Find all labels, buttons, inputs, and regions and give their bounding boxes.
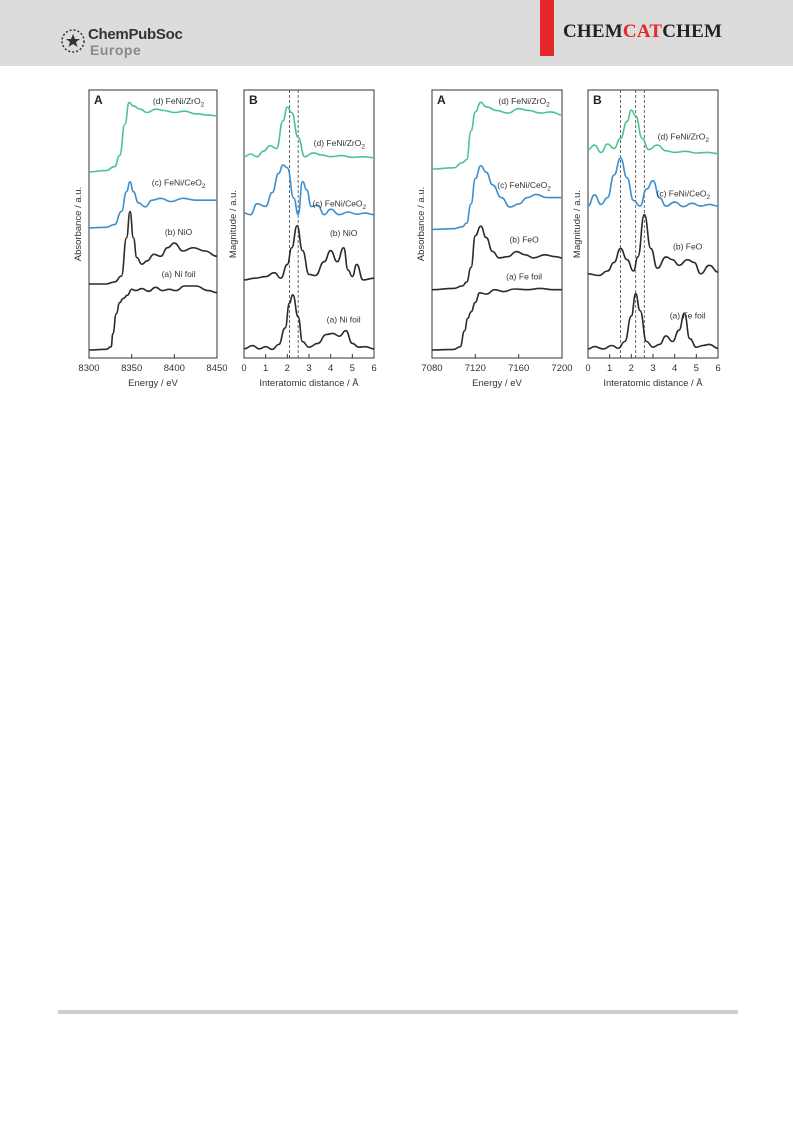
plot-frame — [431, 89, 563, 359]
series-line — [431, 101, 563, 170]
panel-letter: B — [593, 93, 602, 107]
x-tick-label: 5 — [350, 363, 355, 374]
logo-name: ChemPubSoc — [88, 26, 183, 43]
series-line — [431, 225, 563, 291]
panel-letter: A — [437, 93, 446, 107]
series-line — [243, 164, 375, 216]
x-tick-label: 1 — [263, 363, 268, 374]
x-tick-label: 0 — [585, 363, 590, 374]
x-axis-label: Interatomic distance / Å — [603, 378, 703, 389]
x-tick-label: 3 — [306, 363, 311, 374]
x-tick-label: 4 — [328, 363, 333, 374]
series-label: (b) NiO — [330, 228, 358, 238]
series-label: (c) FeNi/CeO2 — [656, 189, 710, 202]
journal-title: CHEMCATCHEM — [563, 21, 722, 43]
journal-mid: CAT — [622, 21, 663, 42]
series-label: (d) FeNi/ZrO2 — [153, 96, 205, 109]
x-tick-label: 1 — [607, 363, 612, 374]
x-axis-label: Interatomic distance / Å — [259, 378, 359, 389]
series-line — [587, 213, 719, 277]
x-tick-label: 7160 — [508, 363, 529, 374]
series-label: (a) Ni foil — [162, 269, 196, 279]
chart-panel-3: A 7080 7120 7160 7200 Energy / eV Absorbance /… — [416, 89, 573, 389]
series-label: (b) FeO — [673, 242, 703, 252]
x-tick-label: 6 — [371, 363, 376, 374]
xas-figure: A 8300 8350 8400 8450 Energy / eV Absorbance /… — [73, 89, 721, 389]
chart-panel-2: B 0 1 2 3 4 5 6 Interatomic distance / Å Magnitud… — [228, 89, 377, 389]
series-line — [587, 109, 719, 155]
x-tick-label: 8350 — [121, 363, 142, 374]
x-tick-label: 2 — [629, 363, 634, 374]
page-header: ChemPubSoc Europe CHEMCATCHEM — [0, 0, 793, 66]
x-tick-label: 8400 — [164, 363, 185, 374]
series-label: (b) FeO — [509, 234, 539, 244]
panel-letter: A — [94, 93, 103, 107]
series-line — [243, 293, 375, 351]
x-tick-label: 0 — [241, 363, 246, 374]
y-axis-label: Magnitude / a.u. — [228, 190, 239, 258]
chart-panel-1: A 8300 8350 8400 8450 Energy / eV Absorbance /… — [73, 89, 228, 389]
series-label: (c) FeNi/CeO2 — [312, 199, 366, 212]
series-label: (c) FeNi/CeO2 — [152, 177, 206, 190]
journal-prefix: CHEM — [563, 21, 623, 42]
y-axis-label: Magnitude / a.u. — [572, 190, 583, 258]
series-line — [243, 106, 375, 159]
series-line — [89, 210, 218, 285]
x-axis-label: Energy / eV — [128, 378, 178, 389]
series-label: (d) FeNi/ZrO2 — [498, 96, 550, 109]
series-label: (a) Fe foil — [506, 272, 542, 282]
plot-frame — [88, 89, 218, 359]
series-label: (c) FeNi/CeO2 — [497, 180, 551, 193]
x-tick-label: 2 — [285, 363, 290, 374]
series-label: (a) Fe foil — [670, 311, 706, 321]
y-axis-label: Absorbance / a.u. — [73, 187, 84, 261]
x-axis-label: Energy / eV — [472, 378, 522, 389]
series-line — [88, 285, 218, 351]
x-tick-label: 8300 — [78, 363, 99, 374]
x-tick-label: 7120 — [465, 363, 486, 374]
x-tick-label: 6 — [715, 363, 720, 374]
chart-panel-4: B 0 1 2 3 4 5 6 Interatomic distance / Å Magnitud… — [572, 89, 721, 389]
y-axis-label: Absorbance / a.u. — [416, 187, 427, 261]
series-line — [88, 101, 218, 173]
logo-sub: Europe — [90, 42, 142, 58]
series-line — [243, 224, 375, 281]
journal-suffix: CHEM — [662, 21, 723, 42]
chempubsoc-logo: ChemPubSoc Europe — [60, 24, 240, 64]
footer-rule — [58, 1010, 738, 1014]
x-tick-label: 4 — [672, 363, 677, 374]
series-label: (b) NiO — [165, 227, 193, 237]
x-tick-label: 8450 — [206, 363, 227, 374]
series-line — [431, 164, 562, 231]
x-tick-label: 7200 — [551, 363, 572, 374]
series-line — [587, 292, 719, 350]
journal-accent-bar — [540, 0, 554, 56]
series-label: (d) FeNi/ZrO2 — [314, 138, 366, 151]
panel-letter: B — [249, 93, 258, 107]
series-line — [587, 157, 719, 208]
series-label: (a) Ni foil — [327, 315, 361, 325]
series-line — [431, 287, 562, 351]
series-line — [88, 180, 217, 229]
chempubsoc-star-icon — [61, 29, 85, 53]
x-tick-label: 7080 — [421, 363, 442, 374]
x-tick-label: 5 — [694, 363, 699, 374]
series-label: (d) FeNi/ZrO2 — [658, 132, 710, 145]
x-tick-label: 3 — [650, 363, 655, 374]
